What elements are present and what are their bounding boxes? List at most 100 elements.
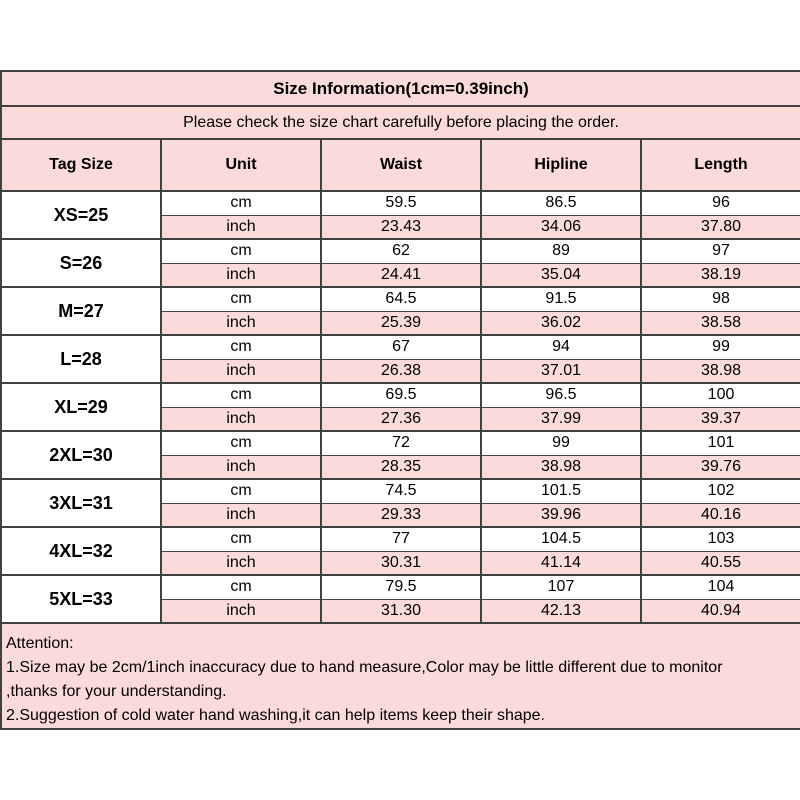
column-header-waist: Waist — [320, 138, 482, 192]
length-inch-value: 39.37 — [639, 406, 800, 432]
length-inch-value: 38.19 — [639, 262, 800, 288]
table-subtitle: Please check the size chart carefully be… — [0, 105, 800, 140]
unit-cell: inch — [160, 310, 322, 336]
table-row: inch 26.38 37.01 38.98 — [1, 358, 800, 384]
table-row: inch 31.30 42.13 40.94 — [1, 598, 800, 624]
tag-size-cell: 3XL=31 — [0, 478, 162, 528]
table-row: 2XL=30 cm 72 99 101 — [0, 430, 800, 480]
unit-cell: cm — [160, 430, 322, 456]
waist-cm-value: 64.5 — [320, 286, 482, 312]
waist-inch-value: 30.31 — [320, 550, 482, 576]
column-header-row: Tag Size Unit Waist Hipline Length — [0, 138, 800, 192]
tag-size-cell: 2XL=30 — [0, 430, 162, 480]
table-row: 4XL=32 cm 77 104.5 103 — [0, 526, 800, 576]
hipline-cm-value: 101.5 — [480, 478, 642, 504]
unit-cell: cm — [160, 334, 322, 360]
unit-cell: cm — [160, 238, 322, 264]
table-title: Size Information(1cm=0.39inch) — [0, 70, 800, 107]
unit-cell: inch — [160, 214, 322, 240]
table-row: inch 30.31 41.14 40.55 — [1, 550, 800, 576]
unit-cell: inch — [160, 406, 322, 432]
length-cm-value: 101 — [639, 430, 800, 456]
table-row: XL=29 cm 69.5 96.5 100 — [0, 382, 800, 432]
unit-cell: inch — [160, 598, 322, 624]
waist-inch-value: 29.33 — [320, 502, 482, 528]
unit-cell: cm — [160, 382, 322, 408]
length-cm-value: 102 — [639, 478, 800, 504]
hipline-cm-value: 91.5 — [480, 286, 642, 312]
column-header-length: Length — [639, 138, 800, 192]
waist-cm-value: 69.5 — [320, 382, 482, 408]
attention-heading: Attention: — [6, 635, 74, 652]
length-inch-value: 40.94 — [639, 598, 800, 624]
hipline-inch-value: 37.01 — [480, 358, 642, 384]
hipline-inch-value: 35.04 — [480, 262, 642, 288]
column-header-unit: Unit — [160, 138, 322, 192]
length-inch-value: 40.16 — [639, 502, 800, 528]
tag-size-cell: L=28 — [0, 334, 162, 384]
unit-cell: inch — [160, 262, 322, 288]
table-subtitle-row: Please check the size chart carefully be… — [0, 105, 800, 140]
unit-cell: inch — [160, 358, 322, 384]
tag-size-cell: M=27 — [0, 286, 162, 336]
hipline-inch-value: 34.06 — [480, 214, 642, 240]
unit-cell: inch — [160, 550, 322, 576]
waist-inch-value: 24.41 — [320, 262, 482, 288]
table-row: L=28 cm 67 94 99 — [0, 334, 800, 384]
hipline-cm-value: 99 — [480, 430, 642, 456]
attention-line-1: 1.Size may be 2cm/1inch inaccuracy due t… — [6, 659, 723, 676]
waist-cm-value: 62 — [320, 238, 482, 264]
table-row: XS=25 cm 59.5 86.5 96 — [0, 190, 800, 240]
waist-cm-value: 79.5 — [320, 574, 482, 600]
hipline-inch-value: 37.99 — [480, 406, 642, 432]
length-inch-value: 37.80 — [639, 214, 800, 240]
waist-inch-value: 26.38 — [320, 358, 482, 384]
tag-size-cell: XL=29 — [0, 382, 162, 432]
table-row: 3XL=31 cm 74.5 101.5 102 — [0, 478, 800, 528]
unit-cell: cm — [160, 286, 322, 312]
table-row: inch 28.35 38.98 39.76 — [1, 454, 800, 480]
waist-inch-value: 23.43 — [320, 214, 482, 240]
unit-cell: cm — [160, 478, 322, 504]
hipline-cm-value: 86.5 — [480, 190, 642, 216]
hipline-cm-value: 94 — [480, 334, 642, 360]
unit-cell: cm — [160, 190, 322, 216]
waist-inch-value: 31.30 — [320, 598, 482, 624]
length-cm-value: 100 — [639, 382, 800, 408]
tag-size-cell: XS=25 — [0, 190, 162, 240]
attention-line-2: ,thanks for your understanding. — [6, 683, 227, 700]
hipline-cm-value: 96.5 — [480, 382, 642, 408]
tag-size-cell: 5XL=33 — [0, 574, 162, 624]
attention-line-3: 2.Suggestion of cold water hand washing,… — [6, 707, 545, 724]
table-row: M=27 cm 64.5 91.5 98 — [0, 286, 800, 336]
hipline-inch-value: 39.96 — [480, 502, 642, 528]
tag-size-cell: S=26 — [0, 238, 162, 288]
length-cm-value: 97 — [639, 238, 800, 264]
attention-row: Attention: 1.Size may be 2cm/1inch inacc… — [0, 622, 800, 730]
unit-cell: cm — [160, 526, 322, 552]
length-cm-value: 96 — [639, 190, 800, 216]
waist-inch-value: 28.35 — [320, 454, 482, 480]
column-header-hipline: Hipline — [480, 138, 642, 192]
unit-cell: inch — [160, 502, 322, 528]
table-row: S=26 cm 62 89 97 — [0, 238, 800, 288]
length-inch-value: 39.76 — [639, 454, 800, 480]
table-row: inch 29.33 39.96 40.16 — [1, 502, 800, 528]
hipline-inch-value: 38.98 — [480, 454, 642, 480]
length-inch-value: 38.98 — [639, 358, 800, 384]
waist-inch-value: 25.39 — [320, 310, 482, 336]
length-inch-value: 40.55 — [639, 550, 800, 576]
table-row: inch 23.43 34.06 37.80 — [1, 214, 800, 240]
attention-note: Attention: 1.Size may be 2cm/1inch inacc… — [0, 622, 800, 730]
table-row: inch 25.39 36.02 38.58 — [1, 310, 800, 336]
tag-size-cell: 4XL=32 — [0, 526, 162, 576]
length-cm-value: 104 — [639, 574, 800, 600]
hipline-cm-value: 89 — [480, 238, 642, 264]
hipline-inch-value: 36.02 — [480, 310, 642, 336]
waist-inch-value: 27.36 — [320, 406, 482, 432]
waist-cm-value: 59.5 — [320, 190, 482, 216]
hipline-cm-value: 104.5 — [480, 526, 642, 552]
waist-cm-value: 67 — [320, 334, 482, 360]
size-chart-table: Size Information(1cm=0.39inch) Please ch… — [0, 70, 800, 730]
unit-cell: cm — [160, 574, 322, 600]
